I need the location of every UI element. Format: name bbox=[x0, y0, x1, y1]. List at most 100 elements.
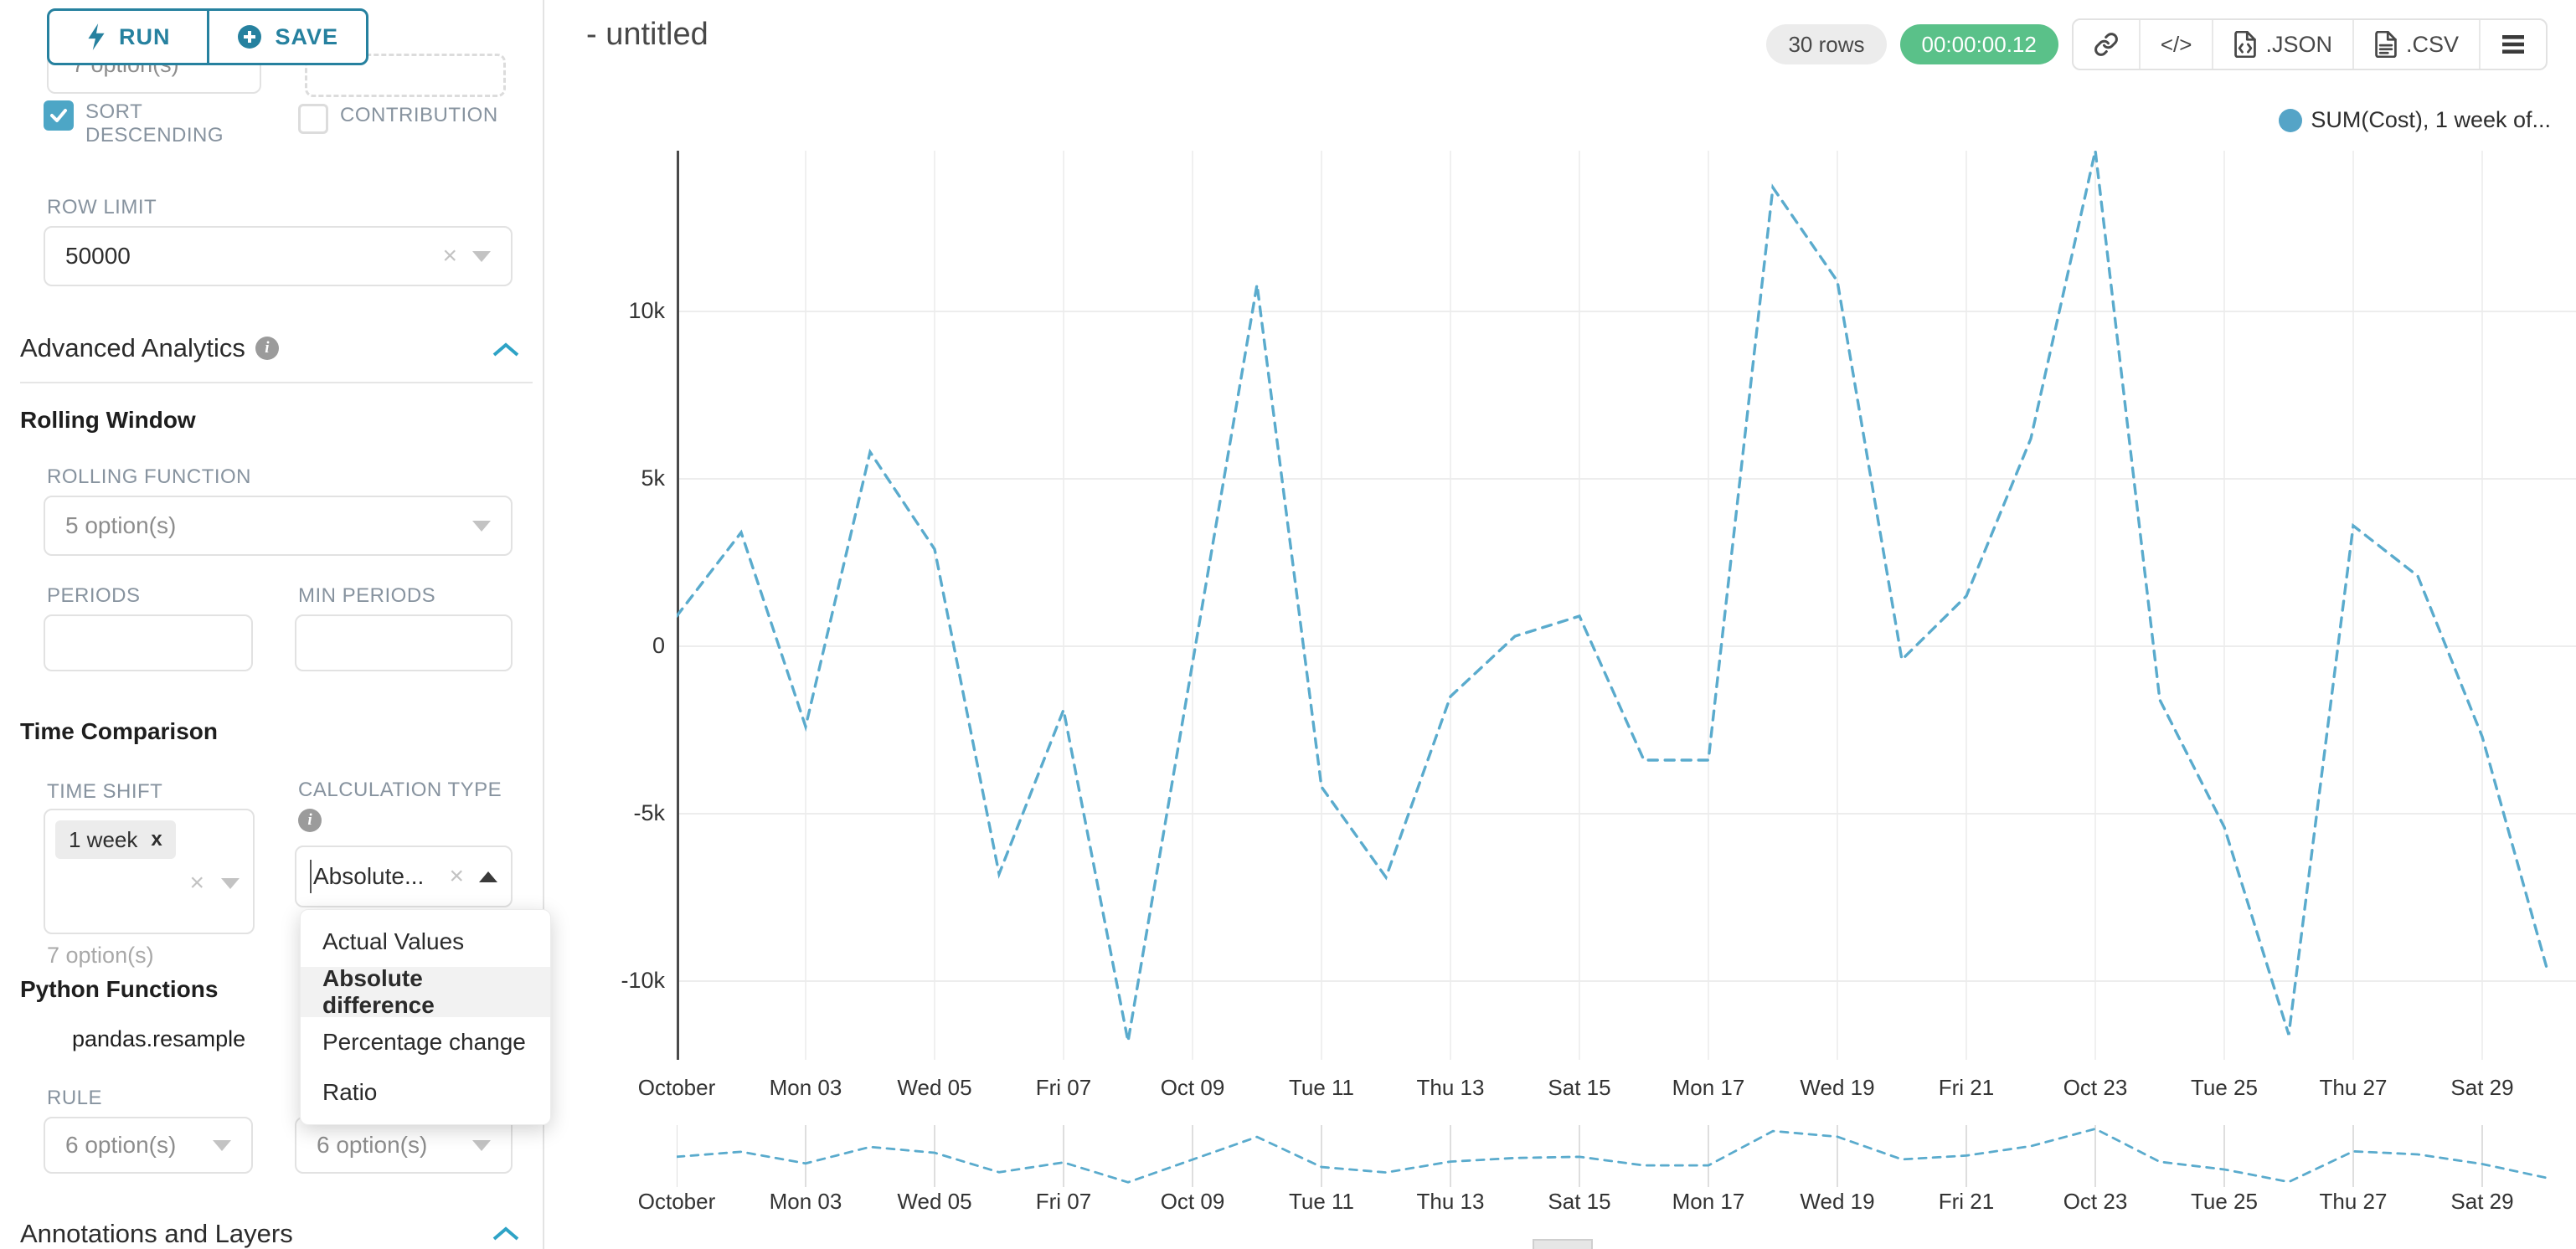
clear-x-icon[interactable]: × bbox=[189, 869, 204, 897]
x-tick-label: Thu 13 bbox=[1416, 1075, 1485, 1100]
view-query-button[interactable]: </> bbox=[2141, 20, 2214, 69]
rolling-function-label: ROLLING FUNCTION bbox=[47, 465, 252, 488]
dropdown-option[interactable]: Ratio bbox=[322, 1079, 378, 1105]
caret-down-icon[interactable] bbox=[213, 1139, 231, 1151]
plus-circle-icon bbox=[238, 25, 262, 49]
x-tick-label: Fri 21 bbox=[1938, 1075, 1995, 1100]
chart-title[interactable]: - untitled bbox=[586, 17, 708, 52]
x-tick-label: Sat 15 bbox=[1548, 1189, 1611, 1214]
save-label: SAVE bbox=[275, 23, 339, 49]
row-limit-select[interactable]: 50000 × bbox=[44, 226, 513, 286]
y-tick-label: -5k bbox=[633, 800, 665, 825]
periods-input[interactable] bbox=[44, 614, 253, 671]
rolling-window-title: Rolling Window bbox=[20, 407, 196, 433]
mini-preview-chart[interactable] bbox=[677, 1120, 2576, 1194]
contribution-label: CONTRIBUTION bbox=[340, 104, 498, 126]
export-button-group: </> .JSON .CSV bbox=[2071, 18, 2548, 70]
chart-menu-button[interactable] bbox=[2481, 20, 2546, 69]
export-csv-button[interactable]: .CSV bbox=[2354, 20, 2481, 69]
tag-remove-x-icon[interactable]: x bbox=[151, 828, 162, 851]
csv-label: .CSV bbox=[2405, 31, 2459, 57]
dropdown-option[interactable]: Percentage change bbox=[322, 1029, 526, 1055]
panel-divider bbox=[543, 0, 544, 1249]
clear-x-icon[interactable]: × bbox=[449, 862, 464, 890]
caret-down-icon[interactable] bbox=[472, 250, 491, 262]
min-periods-label: MIN PERIODS bbox=[298, 584, 436, 607]
x-tick-label: Tue 11 bbox=[1288, 1189, 1355, 1214]
menu-icon bbox=[2502, 35, 2524, 54]
text-cursor bbox=[310, 860, 312, 893]
chevron-up-icon[interactable] bbox=[491, 340, 521, 360]
row-count-badge: 30 rows bbox=[1766, 24, 1887, 64]
export-json-button[interactable]: .JSON bbox=[2213, 20, 2354, 69]
caret-up-icon[interactable] bbox=[479, 871, 497, 882]
info-icon[interactable]: i bbox=[298, 809, 322, 832]
sort-descending-checkbox[interactable] bbox=[44, 100, 74, 131]
x-tick-label: Oct 23 bbox=[2063, 1075, 2128, 1100]
dropdown-option[interactable]: Absolute difference bbox=[301, 965, 550, 1018]
rule-select[interactable]: 6 option(s) bbox=[44, 1117, 253, 1174]
run-button[interactable]: RUN bbox=[49, 11, 209, 63]
rolling-function-select[interactable]: 5 option(s) bbox=[44, 496, 513, 556]
clear-x-icon[interactable]: × bbox=[442, 242, 457, 270]
contribution-checkbox[interactable] bbox=[298, 104, 328, 134]
chevron-up-icon[interactable] bbox=[491, 1224, 521, 1244]
x-tick-label: Wed 05 bbox=[897, 1075, 972, 1100]
main-chart-plot[interactable] bbox=[677, 151, 2576, 1060]
x-tick-label: Fri 07 bbox=[1035, 1189, 1092, 1214]
copy-link-button[interactable] bbox=[2074, 20, 2141, 69]
x-tick-label: Mon 17 bbox=[1672, 1189, 1745, 1214]
x-tick-label: Thu 13 bbox=[1416, 1189, 1485, 1214]
run-label: RUN bbox=[119, 23, 171, 49]
calculation-type-value: Absolute... bbox=[313, 863, 425, 889]
time-shift-select[interactable]: 1 week x × bbox=[44, 809, 255, 934]
caret-down-icon[interactable] bbox=[472, 520, 491, 532]
time-shift-placeholder: 7 option(s) bbox=[47, 943, 154, 968]
x-tick-label: Oct 09 bbox=[1160, 1075, 1225, 1100]
time-shift-tag: 1 week x bbox=[55, 820, 176, 859]
calculation-type-dropdown: Actual Values Absolute difference Percenta… bbox=[300, 909, 551, 1125]
time-shift-tag-label: 1 week bbox=[69, 826, 138, 852]
run-save-bar: RUN SAVE bbox=[47, 8, 368, 65]
info-icon[interactable]: i bbox=[255, 337, 279, 360]
json-file-icon bbox=[2234, 31, 2257, 58]
x-tick-label: Wed 19 bbox=[1800, 1189, 1875, 1214]
caret-down-icon[interactable] bbox=[472, 1139, 491, 1151]
row-limit-label: ROW LIMIT bbox=[47, 196, 157, 218]
min-periods-input[interactable] bbox=[295, 614, 513, 671]
x-tick-label: Thu 27 bbox=[2319, 1189, 2388, 1214]
rolling-function-value: 5 option(s) bbox=[65, 512, 177, 538]
y-tick-label: 0 bbox=[652, 633, 665, 658]
save-button[interactable]: SAVE bbox=[209, 11, 367, 63]
python-functions-title: Python Functions bbox=[20, 976, 219, 1002]
rule-value: 6 option(s) bbox=[65, 1132, 177, 1158]
lightning-icon bbox=[88, 23, 105, 50]
legend-dot bbox=[2279, 108, 2303, 132]
empty-dashed-input[interactable] bbox=[305, 54, 506, 97]
legend[interactable]: SUM(Cost), 1 week of... bbox=[2279, 107, 2551, 133]
x-tick-label: Sat 29 bbox=[2450, 1075, 2514, 1100]
rule-label: RULE bbox=[47, 1087, 103, 1109]
method-select[interactable]: 6 option(s) bbox=[295, 1117, 513, 1174]
x-tick-label: Tue 11 bbox=[1288, 1075, 1355, 1100]
y-tick-label: -10k bbox=[621, 968, 665, 993]
calculation-type-select[interactable]: Absolute... × bbox=[295, 846, 513, 907]
annotations-title: Annotations and Layers bbox=[20, 1219, 293, 1248]
x-tick-label: Fri 21 bbox=[1938, 1189, 1995, 1214]
brush-handle-fragment[interactable] bbox=[1533, 1239, 1593, 1249]
csv-file-icon bbox=[2375, 31, 2397, 58]
x-tick-label: Oct 23 bbox=[2063, 1189, 2128, 1214]
x-tick-label: Mon 03 bbox=[769, 1189, 842, 1214]
dropdown-option[interactable]: Actual Values bbox=[322, 928, 465, 954]
time-shift-label: TIME SHIFT bbox=[47, 780, 163, 803]
advanced-analytics-title: Advanced Analytics bbox=[20, 333, 245, 362]
row-limit-value: 50000 bbox=[65, 243, 131, 269]
x-tick-label: Fri 07 bbox=[1035, 1075, 1092, 1100]
caret-down-icon[interactable] bbox=[221, 877, 240, 889]
y-tick-label: 10k bbox=[628, 298, 665, 323]
pandas-resample-label: pandas.resample bbox=[72, 1026, 246, 1051]
x-tick-label: October bbox=[637, 1075, 716, 1100]
x-tick-label: Oct 09 bbox=[1160, 1189, 1225, 1214]
method-value: 6 option(s) bbox=[317, 1132, 428, 1158]
periods-label: PERIODS bbox=[47, 584, 141, 607]
